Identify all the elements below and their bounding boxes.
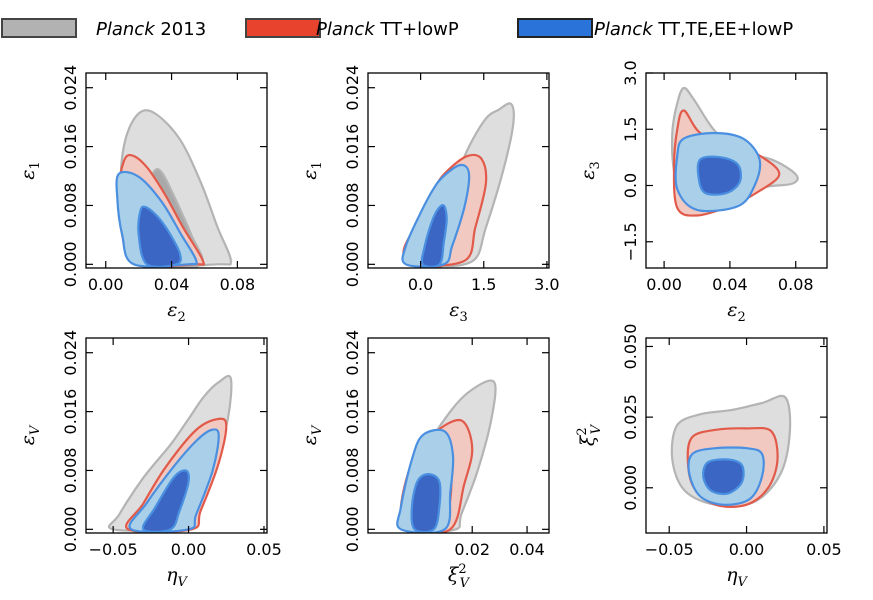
y-axis-label: ε3 xyxy=(577,161,603,179)
legend: Planck 2013 Planck TT+lowP Planck TT,TE,… xyxy=(1,18,793,40)
contour-planck-tt-te-ee-lowp-68 xyxy=(141,469,191,533)
legend-swatch-planck-tt-lowp xyxy=(245,18,321,38)
x-tick-label: 0.04 xyxy=(712,275,748,294)
y-tick-label: 0.008 xyxy=(343,448,362,494)
y-tick-label: 0.050 xyxy=(621,324,640,370)
contour-group xyxy=(670,86,799,217)
y-tick-label: 0.024 xyxy=(61,330,80,376)
x-tick-label: 0.02 xyxy=(454,540,490,559)
y-tick-label: 0.000 xyxy=(61,241,80,287)
svg-text:Planck 2013: Planck 2013 xyxy=(96,19,206,40)
legend-entry-planck-tt-lowp: Planck TT+lowP xyxy=(245,18,459,40)
y-tick-label: 0.0 xyxy=(621,173,640,198)
svg-text:Planck TT+lowP: Planck TT+lowP xyxy=(316,19,459,40)
contour-planck-tt-te-ee-lowp-68 xyxy=(137,205,182,268)
x-tick-label: 0.05 xyxy=(246,540,282,559)
legend-swatch-planck-tt-te-ee-lowp xyxy=(517,18,593,38)
x-tick-label: 0.0 xyxy=(408,275,433,294)
x-tick-label: 0.00 xyxy=(171,540,207,559)
plot-frame xyxy=(367,72,550,269)
contour-group xyxy=(401,102,515,268)
contour-planck-tt-te-ee-lowp-68 xyxy=(696,155,743,196)
x-tick-label: 0.05 xyxy=(806,540,842,559)
x-tick-label: 0.00 xyxy=(88,275,124,294)
svg-text:Planck TT,TE,EE+lowP: Planck TT,TE,EE+lowP xyxy=(594,19,793,40)
y-tick-label: 0.000 xyxy=(621,465,640,511)
panel-epsv-vs-etav: −0.05 0.00 0.05 0.000 0.008 0.016 0.024 ηV εV xyxy=(17,330,282,590)
legend-label-planck-2013-name: Planck xyxy=(96,19,156,40)
y-axis-label: ε1 xyxy=(299,161,325,179)
y-axis-label: ε1 xyxy=(17,161,43,179)
y-tick-label: 0.016 xyxy=(343,124,362,170)
x-tick-label: −0.05 xyxy=(89,540,138,559)
contour-planck-tt-te-ee-lowp-68 xyxy=(410,473,442,533)
x-axis-label: ε2 xyxy=(167,299,185,325)
panel-eps1-vs-eps2: 0.00 0.04 0.08 0.000 0.008 0.016 0.024 ε2 ε1 xyxy=(17,65,268,325)
legend-entry-planck-tt-te-ee-lowp: Planck TT,TE,EE+lowP xyxy=(517,18,793,40)
y-tick-label: 1.5 xyxy=(621,117,640,142)
panel-xi2v-vs-etav: −0.05 0.00 0.05 0.000 0.025 0.050 ηV ξ2V xyxy=(575,324,842,590)
contour-group xyxy=(107,374,233,533)
plot-frame xyxy=(85,337,268,534)
y-axis-label: ξ2V xyxy=(575,423,604,446)
y-tick-label: −1.5 xyxy=(621,222,640,261)
legend-entry-planck-2013: Planck 2013 xyxy=(1,18,206,40)
legend-swatch-planck-2013 xyxy=(1,18,77,38)
plot-frame xyxy=(85,72,268,269)
y-tick-label: 0.008 xyxy=(61,448,80,494)
x-tick-label: 3.0 xyxy=(534,275,559,294)
y-tick-label: 0.008 xyxy=(343,183,362,229)
legend-label-planck-tt-te-ee-lowp-suffix: TT,TE,EE+lowP xyxy=(653,19,794,40)
plot-frame xyxy=(645,72,828,269)
y-tick-label: 0.024 xyxy=(343,65,362,111)
y-tick-label: 0.000 xyxy=(343,241,362,287)
legend-label-planck-tt-lowp-suffix: TT+lowP xyxy=(375,19,459,40)
panel-epsv-vs-xi2v: 0.02 0.04 0.000 0.008 0.016 0.024 ξ2 V εV xyxy=(299,330,550,591)
contour-group xyxy=(396,379,497,533)
y-tick-label: 0.016 xyxy=(343,389,362,435)
y-tick-label: 0.025 xyxy=(621,394,640,440)
contour-planck-tt-te-ee-lowp-68 xyxy=(701,458,745,496)
legend-label-planck-2013-suffix: 2013 xyxy=(155,19,207,40)
y-axis-label: εV xyxy=(299,424,325,445)
x-tick-label: 0.08 xyxy=(778,275,814,294)
x-tick-label: 0.04 xyxy=(154,275,190,294)
x-tick-label: 0.08 xyxy=(220,275,256,294)
x-axis-label: ξ2 V xyxy=(448,562,471,591)
x-tick-label: 0.00 xyxy=(646,275,682,294)
legend-label-planck-tt-lowp-name: Planck xyxy=(316,19,376,40)
x-axis-label: ηV xyxy=(166,564,188,590)
x-tick-label: 1.5 xyxy=(471,275,496,294)
plot-frame xyxy=(367,337,550,534)
legend-label-planck-tt-te-ee-lowp-name: Planck xyxy=(594,19,654,40)
y-tick-label: 0.024 xyxy=(343,330,362,376)
x-tick-label: −0.05 xyxy=(645,540,694,559)
x-axis-label: ε3 xyxy=(449,299,467,325)
y-tick-label: 0.024 xyxy=(61,65,80,111)
panel-eps3-vs-eps2: 0.00 0.04 0.08 −1.5 0.0 1.5 3.0 ε2 ε3 xyxy=(577,60,828,325)
contour-group xyxy=(670,394,792,508)
x-axis-label: ε2 xyxy=(727,299,745,325)
plot-frame xyxy=(645,337,828,534)
y-tick-label: 0.000 xyxy=(61,506,80,552)
y-tick-label: 0.000 xyxy=(343,506,362,552)
x-axis-label: ηV xyxy=(726,564,748,590)
y-tick-label: 3.0 xyxy=(621,60,640,85)
y-axis-label: εV xyxy=(17,424,43,445)
y-tick-label: 0.016 xyxy=(61,124,80,170)
panel-eps1-vs-eps3: 0.0 1.5 3.0 0.000 0.008 0.016 0.024 ε3 ε1 xyxy=(299,65,560,325)
contour-planck-tt-te-ee-lowp-68 xyxy=(420,204,448,268)
x-tick-label: 0.04 xyxy=(509,540,545,559)
x-tick-label: 0.00 xyxy=(729,540,765,559)
contour-group xyxy=(115,109,232,268)
y-tick-label: 0.016 xyxy=(61,389,80,435)
y-tick-label: 0.008 xyxy=(61,183,80,229)
